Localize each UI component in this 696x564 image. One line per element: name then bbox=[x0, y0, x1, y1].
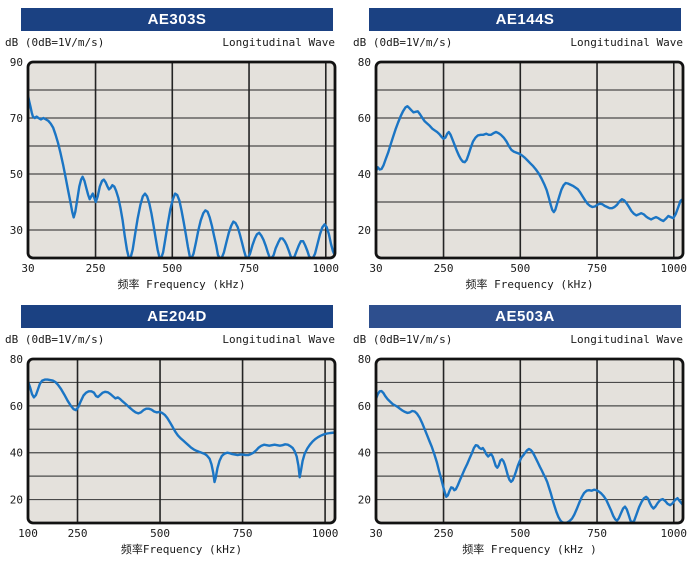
chart-subtitle-row: dB (0dB=1V/m/s) Longitudinal Wave bbox=[353, 36, 683, 50]
x-tick-label: 500 bbox=[510, 527, 530, 540]
plot-border bbox=[374, 357, 685, 525]
chart-subtitle-row: dB (0dB=1V/m/s) Longitudinal Wave bbox=[5, 36, 335, 50]
x-tick-label: 750 bbox=[587, 262, 607, 275]
plot-area bbox=[376, 359, 683, 523]
y-tick-label: 90 bbox=[10, 56, 23, 69]
response-curve bbox=[377, 389, 682, 522]
y-tick-label: 40 bbox=[358, 447, 371, 460]
unit-label: dB (0dB=1V/m/s) bbox=[353, 333, 453, 346]
unit-label: dB (0dB=1V/m/s) bbox=[353, 36, 453, 49]
frequency-response-chart: 80 60 40 20 30 250 500 750 1000 频率 Frequency (kHz… bbox=[358, 353, 688, 556]
x-tick-label: 30 bbox=[369, 527, 382, 540]
response-curve bbox=[29, 378, 334, 484]
y-tick-label: 50 bbox=[10, 168, 23, 181]
chart-title-bar: AE204D bbox=[21, 305, 333, 328]
response-curve bbox=[29, 94, 334, 257]
y-tick-label: 20 bbox=[358, 494, 371, 507]
wave-type-label: Longitudinal Wave bbox=[570, 333, 683, 346]
x-tick-label: 500 bbox=[162, 262, 182, 275]
chart-panel-ae303s: AE303S dB (0dB=1V/m/s) Longitudinal Wave… bbox=[0, 2, 348, 293]
chart-title-bar: AE503A bbox=[369, 305, 681, 328]
x-axis-title: 频率Frequency (kHz) bbox=[121, 542, 242, 556]
y-tick-label: 70 bbox=[10, 112, 23, 125]
x-axis-title: 频率 Frequency (kHz ) bbox=[462, 542, 597, 556]
x-tick-label: 30 bbox=[21, 262, 34, 275]
x-tick-label: 250 bbox=[434, 527, 454, 540]
x-tick-label: 750 bbox=[587, 527, 607, 540]
x-tick-label: 30 bbox=[369, 262, 382, 275]
x-tick-label: 250 bbox=[86, 262, 106, 275]
y-tick-label: 60 bbox=[358, 112, 371, 125]
x-axis-title: 频率 Frequency (kHz) bbox=[118, 277, 246, 291]
unit-label: dB (0dB=1V/m/s) bbox=[5, 333, 105, 346]
chart-subtitle-row: dB (0dB=1V/m/s) Longitudinal Wave bbox=[353, 333, 683, 347]
y-tick-label: 40 bbox=[10, 447, 23, 460]
x-tick-label: 750 bbox=[233, 527, 253, 540]
y-tick-label: 40 bbox=[358, 168, 371, 181]
wave-type-label: Longitudinal Wave bbox=[570, 36, 683, 49]
x-axis-title: 频率 Frequency (kHz) bbox=[466, 277, 594, 291]
x-tick-label: 500 bbox=[150, 527, 170, 540]
chart-title: AE144S bbox=[495, 11, 555, 28]
chart-title: AE204D bbox=[147, 308, 207, 325]
wave-type-label: Longitudinal Wave bbox=[222, 333, 335, 346]
x-tick-label: 1000 bbox=[313, 262, 340, 275]
x-tick-label: 1000 bbox=[661, 262, 688, 275]
plot-area bbox=[28, 62, 335, 258]
unit-label: dB (0dB=1V/m/s) bbox=[5, 36, 105, 49]
y-tick-label: 20 bbox=[358, 224, 371, 237]
wave-type-label: Longitudinal Wave bbox=[222, 36, 335, 49]
chart-panel-ae144s: AE144S dB (0dB=1V/m/s) Longitudinal Wave… bbox=[348, 2, 696, 293]
plot-border bbox=[26, 60, 337, 260]
plot-area bbox=[376, 62, 683, 258]
plot-area bbox=[28, 359, 335, 523]
x-tick-label: 1000 bbox=[661, 527, 688, 540]
y-tick-label: 80 bbox=[358, 56, 371, 69]
chart-subtitle-row: dB (0dB=1V/m/s) Longitudinal Wave bbox=[5, 333, 335, 347]
chart-title-bar: AE144S bbox=[369, 8, 681, 31]
x-tick-label: 100 bbox=[18, 527, 38, 540]
chart-panel-ae503a: AE503A dB (0dB=1V/m/s) Longitudinal Wave… bbox=[348, 299, 696, 556]
chart-title: AE303S bbox=[147, 11, 207, 28]
frequency-response-chart: 80 60 40 20 30 250 500 750 1000 频率 Frequency (kHz… bbox=[358, 56, 688, 291]
frequency-response-chart: 80 60 40 20 100 250 500 750 1000 频率Frequency (kHz… bbox=[10, 353, 339, 556]
chart-title-bar: AE303S bbox=[21, 8, 333, 31]
plot-border bbox=[26, 357, 337, 525]
plot-border bbox=[374, 60, 685, 260]
y-tick-label: 80 bbox=[10, 353, 23, 366]
chart-title: AE503A bbox=[495, 308, 555, 325]
y-tick-label: 80 bbox=[358, 353, 371, 366]
chart-panel-ae204d: AE204D dB (0dB=1V/m/s) Longitudinal Wave… bbox=[0, 299, 348, 556]
y-tick-label: 30 bbox=[10, 224, 23, 237]
frequency-response-chart: 90 70 50 30 30 250 500 750 1000 频率 Frequency (kHz… bbox=[10, 56, 340, 291]
x-tick-label: 250 bbox=[68, 527, 88, 540]
y-tick-label: 60 bbox=[10, 400, 23, 413]
y-tick-label: 60 bbox=[358, 400, 371, 413]
response-curve bbox=[377, 105, 682, 223]
x-tick-label: 500 bbox=[510, 262, 530, 275]
x-tick-label: 250 bbox=[434, 262, 454, 275]
y-tick-label: 20 bbox=[10, 494, 23, 507]
x-tick-label: 750 bbox=[239, 262, 259, 275]
x-tick-label: 1000 bbox=[312, 527, 339, 540]
